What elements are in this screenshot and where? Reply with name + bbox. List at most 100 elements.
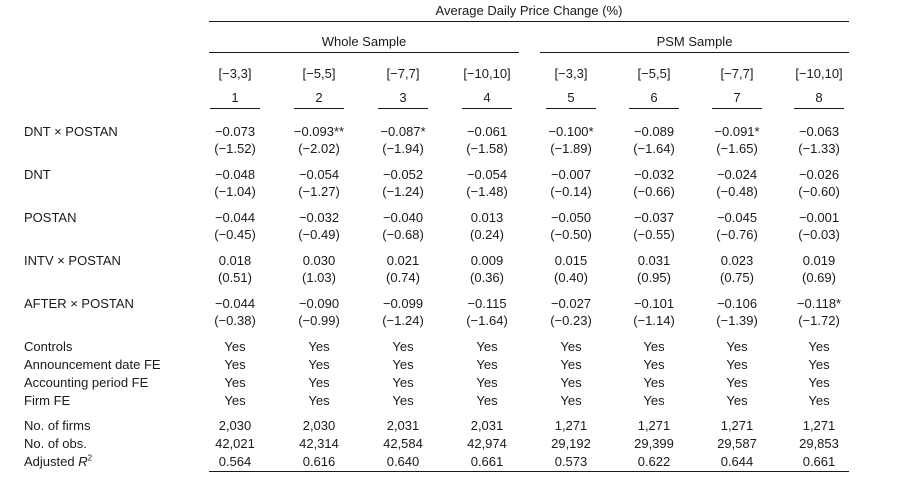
- tstat-cell: (0.24): [470, 227, 504, 242]
- table-main-title: Average Daily Price Change (%): [435, 3, 623, 18]
- coefficient-cell: −0.044: [214, 210, 256, 225]
- fe-cell: Yes: [392, 357, 414, 372]
- row-label: DNT × POSTAN: [24, 124, 118, 139]
- fe-cell: Yes: [476, 393, 498, 408]
- row-label: POSTAN: [24, 210, 77, 225]
- coefficient-cell: −0.054: [466, 167, 508, 182]
- column-number: 7: [733, 90, 741, 105]
- tstat-cell: (−0.60): [798, 184, 840, 199]
- tstat-cell: (−2.02): [298, 141, 340, 156]
- tstat-cell: (−0.49): [298, 227, 340, 242]
- coefficient-cell: −0.100*: [548, 124, 594, 139]
- coefficient-cell: −0.073: [214, 124, 256, 139]
- column-number: 2: [315, 90, 323, 105]
- coefficient-cell: −0.001: [798, 210, 840, 225]
- window-header: [−7,7]: [386, 66, 420, 81]
- column-number-rule: [712, 108, 762, 110]
- tstat-cell: (−0.23): [550, 313, 592, 328]
- row-label: AFTER × POSTAN: [24, 296, 134, 311]
- fe-cell: Yes: [726, 393, 748, 408]
- row-label: INTV × POSTAN: [24, 253, 121, 268]
- tstat-cell: (−1.65): [716, 141, 758, 156]
- coefficient-cell: −0.048: [214, 167, 256, 182]
- tstat-cell: (−1.27): [298, 184, 340, 199]
- tstat-cell: (−0.76): [716, 227, 758, 242]
- tstat-cell: (−1.48): [466, 184, 508, 199]
- tstat-cell: (−1.24): [382, 313, 424, 328]
- coefficient-cell: 0.031: [637, 253, 671, 268]
- column-number-rule: [210, 108, 260, 110]
- tstat-cell: (0.69): [802, 270, 836, 285]
- coefficient-cell: 0.009: [470, 253, 504, 268]
- stat-cell: 0.640: [386, 454, 420, 469]
- coefficient-cell: −0.061: [466, 124, 508, 139]
- column-number: 6: [650, 90, 658, 105]
- column-number: 3: [399, 90, 407, 105]
- tstat-cell: (−1.94): [382, 141, 424, 156]
- window-header: [−3,3]: [218, 66, 252, 81]
- coefficient-cell: −0.052: [382, 167, 424, 182]
- tstat-cell: (−0.45): [214, 227, 256, 242]
- coefficient-cell: −0.044: [214, 296, 256, 311]
- tstat-cell: (−0.14): [550, 184, 592, 199]
- fe-cell: Yes: [560, 357, 582, 372]
- fe-row-label: Accounting period FE: [24, 375, 149, 390]
- fe-cell: Yes: [392, 393, 414, 408]
- fe-cell: Yes: [808, 393, 830, 408]
- column-number: 4: [483, 90, 491, 105]
- coefficient-cell: −0.032: [633, 167, 675, 182]
- stat-cell: 29,853: [799, 436, 839, 451]
- fe-cell: Yes: [308, 339, 330, 354]
- stat-row-label: Adjusted R2: [24, 454, 92, 470]
- coefficient-cell: −0.037: [633, 210, 675, 225]
- fe-cell: Yes: [643, 393, 665, 408]
- stat-cell: 2,031: [386, 418, 420, 433]
- stat-cell: 2,031: [470, 418, 504, 433]
- bottom-rule: [209, 471, 849, 473]
- label-italic: R: [78, 454, 88, 469]
- coefficient-cell: −0.087*: [380, 124, 426, 139]
- coefficient-cell: −0.040: [382, 210, 424, 225]
- fe-cell: Yes: [643, 375, 665, 390]
- fe-cell: Yes: [808, 375, 830, 390]
- tstat-cell: (0.51): [218, 270, 252, 285]
- coefficient-cell: 0.021: [386, 253, 420, 268]
- tstat-cell: (0.95): [637, 270, 671, 285]
- coefficient-cell: −0.091*: [714, 124, 760, 139]
- tstat-cell: (−1.04): [214, 184, 256, 199]
- window-header: [−7,7]: [720, 66, 754, 81]
- coefficient-cell: −0.106: [716, 296, 758, 311]
- stat-cell: 0.644: [720, 454, 754, 469]
- fe-cell: Yes: [392, 339, 414, 354]
- fe-row-label: Announcement date FE: [24, 357, 161, 372]
- coefficient-cell: 0.018: [218, 253, 252, 268]
- coefficient-cell: −0.026: [798, 167, 840, 182]
- fe-cell: Yes: [224, 357, 246, 372]
- stat-cell: 29,587: [717, 436, 757, 451]
- coefficient-cell: 0.023: [720, 253, 754, 268]
- fe-row-label: Firm FE: [24, 393, 71, 408]
- fe-cell: Yes: [643, 357, 665, 372]
- coefficient-cell: −0.099: [382, 296, 424, 311]
- tstat-cell: (−0.99): [298, 313, 340, 328]
- fe-cell: Yes: [560, 375, 582, 390]
- tstat-cell: (−1.39): [716, 313, 758, 328]
- tstat-cell: (−1.14): [633, 313, 675, 328]
- coefficient-cell: −0.118*: [796, 296, 842, 311]
- fe-cell: Yes: [726, 357, 748, 372]
- group-header-whole-sample: Whole Sample: [321, 34, 407, 49]
- stat-cell: 0.573: [554, 454, 588, 469]
- window-header: [−10,10]: [795, 66, 843, 81]
- window-header: [−5,5]: [302, 66, 336, 81]
- stat-cell: 1,271: [637, 418, 671, 433]
- stat-cell: 42,974: [467, 436, 507, 451]
- group-rule-whole: [209, 52, 519, 53]
- coefficient-cell: −0.027: [550, 296, 592, 311]
- tstat-cell: (−1.24): [382, 184, 424, 199]
- stat-cell: 42,584: [383, 436, 423, 451]
- stat-cell: 1,271: [720, 418, 754, 433]
- label-superscript: 2: [87, 453, 93, 463]
- coefficient-cell: 0.030: [302, 253, 336, 268]
- fe-cell: Yes: [560, 339, 582, 354]
- coefficient-cell: −0.063: [798, 124, 840, 139]
